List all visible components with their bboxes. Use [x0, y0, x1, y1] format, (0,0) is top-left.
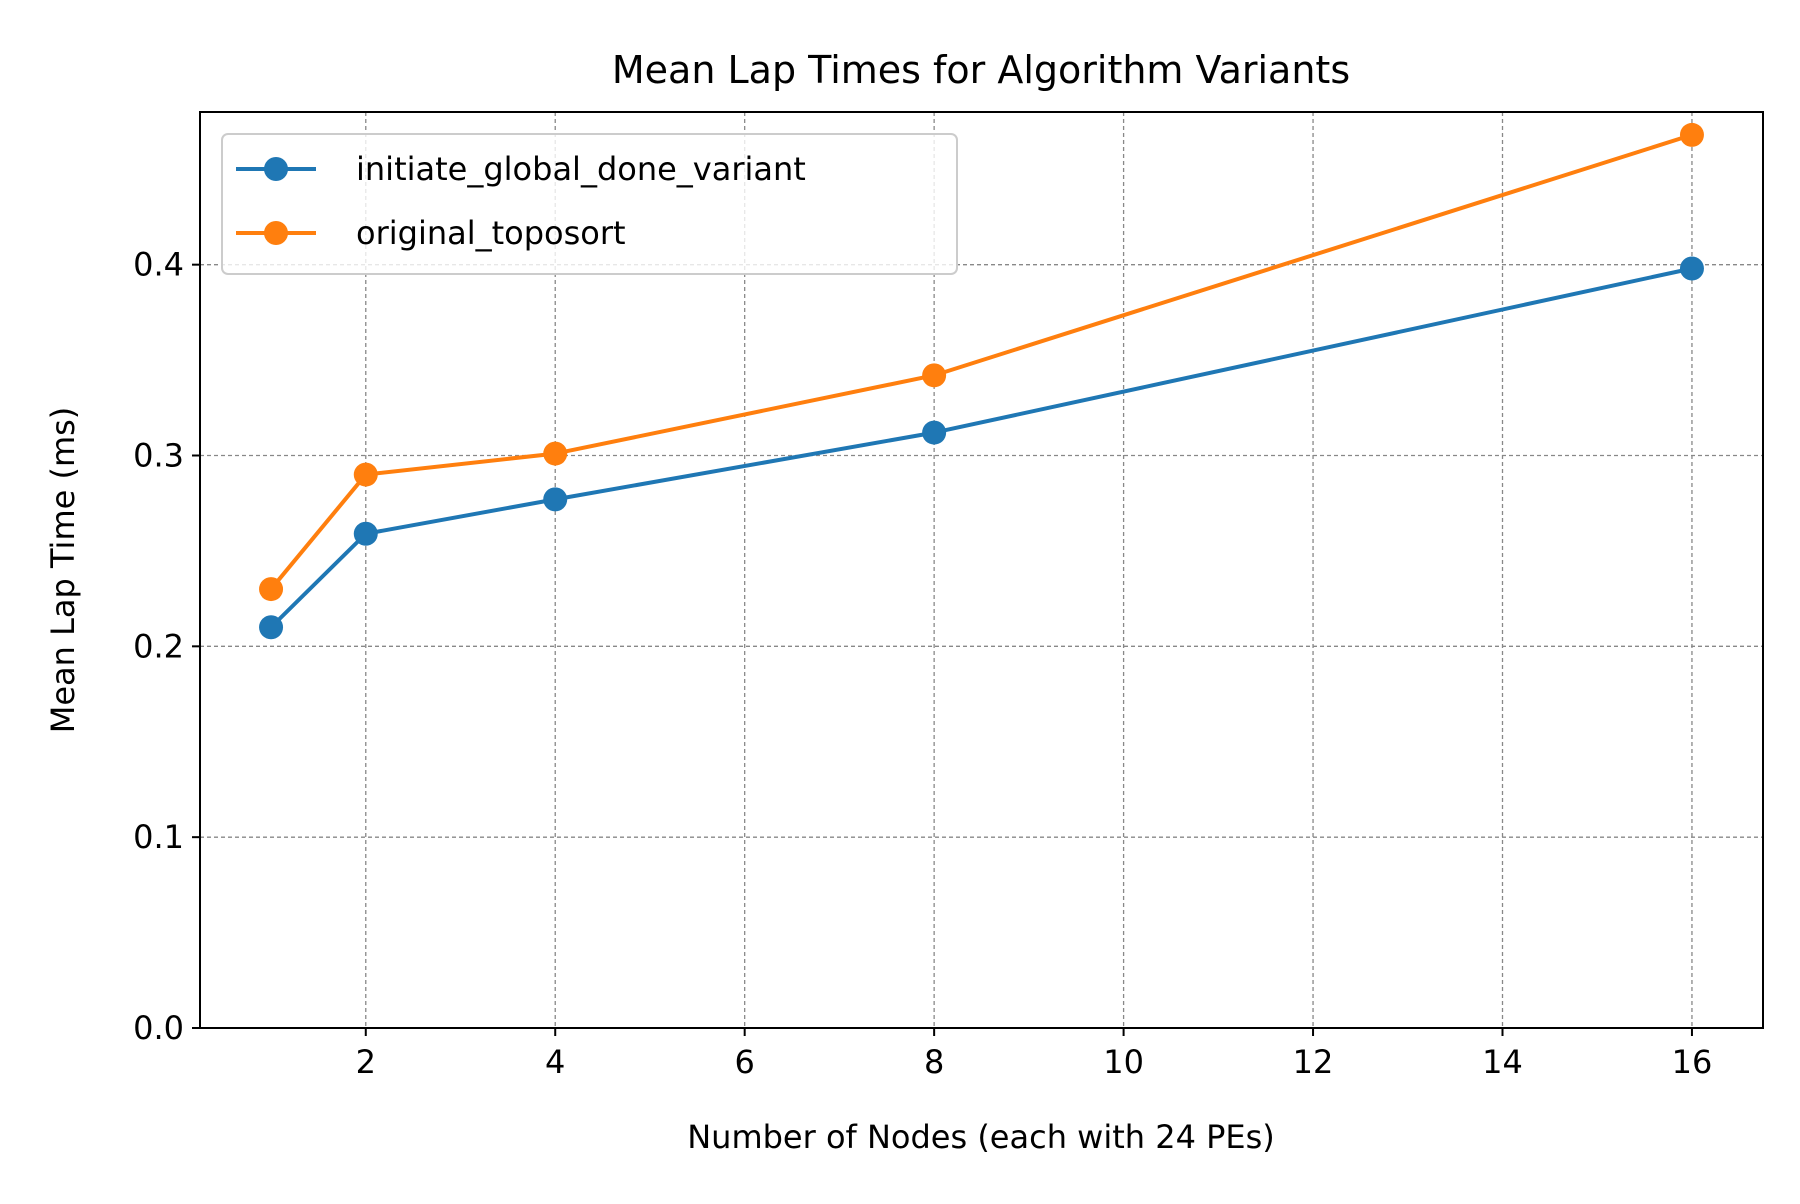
data-point [1679, 256, 1704, 281]
data-point [543, 487, 568, 512]
y-tick-label: 0.0 [133, 1009, 184, 1047]
data-point [259, 577, 284, 602]
axis-ticks: 2 4 6 8 10 12 14 16 0.0 0.1 0.2 0.3 0.4 [133, 246, 1712, 1081]
y-axis-label: Mean Lap Time (ms) [44, 407, 82, 734]
legend-label: original_toposort [356, 214, 626, 252]
legend-entry: original_toposort [236, 214, 626, 252]
x-tick-label: 12 [1293, 1043, 1334, 1081]
data-point [543, 441, 568, 466]
series-original_toposort [259, 122, 1704, 602]
series-initiate_global_done_variant [259, 256, 1704, 640]
legend-frame [221, 133, 958, 275]
data-point [922, 420, 947, 445]
x-tick-label: 8 [924, 1043, 944, 1081]
series-lines [259, 122, 1704, 640]
legend-label: initiate_global_done_variant [356, 150, 806, 188]
data-point [259, 615, 284, 640]
x-tick-label: 6 [735, 1043, 755, 1081]
plot-area-frame [199, 111, 1764, 1029]
y-tick-label: 0.1 [133, 818, 184, 856]
series-line [269, 266, 1693, 629]
x-tick-label: 10 [1103, 1043, 1144, 1081]
x-tick-label: 14 [1482, 1043, 1523, 1081]
data-point [1679, 122, 1704, 147]
y-tick-label: 0.4 [133, 246, 184, 284]
legend-entry: initiate_global_done_variant [236, 150, 806, 188]
y-tick-label: 0.3 [133, 437, 184, 475]
data-point [353, 462, 378, 487]
x-axis-label: Number of Nodes (each with 24 PEs) [687, 1118, 1275, 1156]
x-tick-label: 2 [356, 1043, 376, 1081]
chart-title: Mean Lap Times for Algorithm Variants [612, 48, 1350, 92]
x-tick-label: 4 [545, 1043, 565, 1081]
data-point [353, 521, 378, 546]
legend: initiate_global_done_variant original_top… [221, 133, 958, 275]
legend-marker [264, 157, 288, 181]
y-tick-label: 0.2 [133, 627, 184, 665]
x-tick-label: 16 [1672, 1043, 1713, 1081]
legend-marker [264, 221, 288, 245]
data-point [922, 363, 947, 388]
